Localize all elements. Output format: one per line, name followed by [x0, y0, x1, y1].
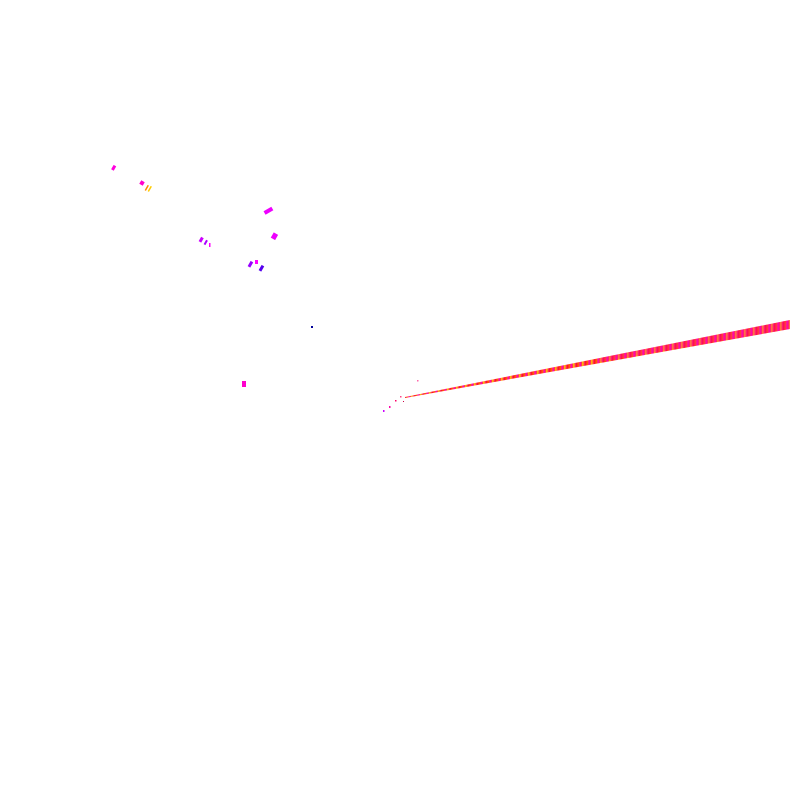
speck [144, 184, 149, 191]
speck [383, 410, 385, 412]
streak [405, 320, 790, 398]
specks [111, 164, 419, 412]
speck [270, 232, 279, 241]
speck [247, 260, 254, 268]
speck [203, 239, 208, 246]
speck [258, 264, 265, 272]
speck [198, 236, 204, 243]
speck [209, 243, 211, 247]
speck [111, 164, 117, 171]
speck [147, 185, 152, 192]
speck [263, 206, 274, 215]
speck [311, 326, 313, 328]
speck [255, 260, 258, 264]
speck [395, 400, 397, 402]
speck [400, 396, 402, 398]
speck [242, 381, 246, 387]
speck [389, 406, 391, 408]
speck [403, 401, 404, 402]
speck [417, 380, 419, 382]
speck [139, 180, 145, 186]
streak-shade [600, 320, 790, 362]
